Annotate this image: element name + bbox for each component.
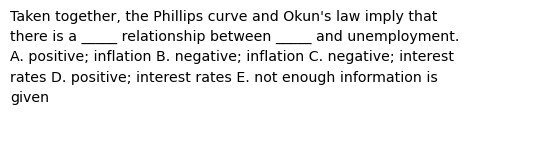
Text: Taken together, the Phillips curve and Okun's law imply that
there is a _____ re: Taken together, the Phillips curve and O… xyxy=(10,10,459,105)
